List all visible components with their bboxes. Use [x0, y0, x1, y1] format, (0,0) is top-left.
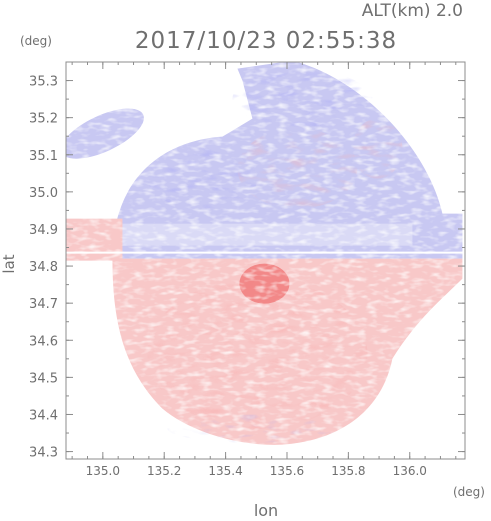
y-tick-label: 34.3 — [29, 446, 58, 461]
altitude-label: ALT(km) 2.0 — [362, 1, 463, 21]
x-axis-label: lon — [254, 501, 278, 520]
x-tick-label: 135.8 — [331, 464, 365, 478]
y-axis-label: lat — [0, 254, 18, 273]
x-tick-label: 135.2 — [147, 464, 181, 478]
y-unit-label: (deg) — [20, 34, 52, 48]
y-tick-label: 34.6 — [29, 334, 58, 349]
axes: 135.0 135.2 135.4 135.6 135.8 136.0 34.3 34.4 34… — [29, 61, 466, 478]
plot-frame — [65, 61, 466, 460]
radar-echo-field — [66, 62, 465, 459]
y-tick-label: 35.3 — [29, 75, 58, 90]
echo-speckle — [66, 62, 465, 459]
y-tick-label: 35.0 — [29, 186, 58, 201]
x-tick-label: 136.0 — [393, 464, 427, 478]
y-tick-label: 34.5 — [29, 371, 58, 386]
x-tick-label: 135.6 — [270, 464, 304, 478]
y-tick-label: 35.1 — [29, 149, 58, 164]
x-tick-label: 135.4 — [208, 464, 242, 478]
x-unit-label: (deg) — [453, 485, 485, 499]
y-tick-label: 34.7 — [29, 297, 58, 312]
x-tick-label: 135.0 — [86, 464, 120, 478]
chart-title: 2017/10/23 02:55:38 — [135, 28, 397, 54]
y-tick-label: 35.2 — [29, 112, 58, 127]
y-tick-label: 34.9 — [29, 223, 58, 238]
y-tick-label: 34.8 — [29, 260, 58, 275]
y-tick-label: 34.4 — [29, 408, 58, 423]
